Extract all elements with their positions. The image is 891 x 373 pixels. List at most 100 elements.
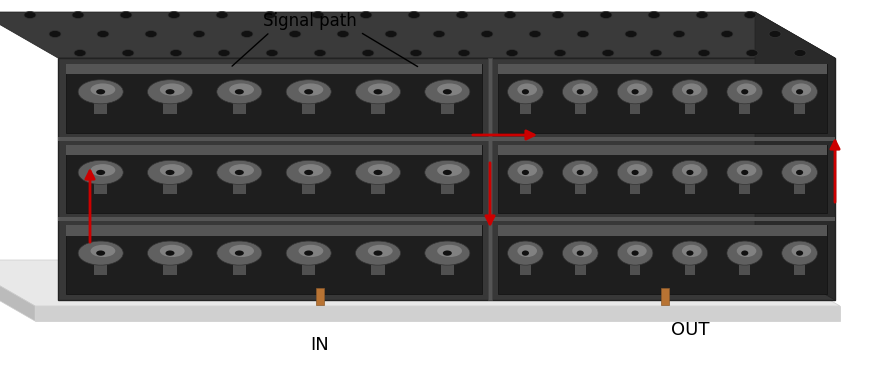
Ellipse shape	[650, 50, 662, 56]
Ellipse shape	[217, 241, 262, 265]
Polygon shape	[66, 64, 482, 133]
Polygon shape	[630, 98, 641, 114]
Ellipse shape	[576, 170, 584, 175]
Ellipse shape	[572, 84, 592, 96]
Ellipse shape	[796, 89, 803, 94]
Ellipse shape	[373, 251, 382, 256]
Polygon shape	[755, 12, 835, 300]
Ellipse shape	[791, 84, 811, 96]
Ellipse shape	[91, 245, 115, 257]
Ellipse shape	[508, 80, 544, 104]
Ellipse shape	[522, 251, 529, 256]
Polygon shape	[58, 217, 835, 221]
Ellipse shape	[425, 80, 470, 104]
Ellipse shape	[49, 31, 61, 38]
Polygon shape	[684, 179, 695, 194]
Ellipse shape	[218, 50, 230, 56]
Ellipse shape	[781, 241, 817, 265]
Ellipse shape	[298, 164, 323, 176]
Ellipse shape	[518, 84, 537, 96]
Ellipse shape	[298, 84, 323, 96]
Ellipse shape	[632, 170, 639, 175]
Ellipse shape	[145, 31, 157, 38]
Polygon shape	[794, 260, 805, 275]
Ellipse shape	[312, 12, 324, 19]
Ellipse shape	[796, 170, 803, 175]
Ellipse shape	[508, 241, 544, 265]
Text: IN: IN	[311, 336, 330, 354]
Ellipse shape	[506, 50, 518, 56]
Ellipse shape	[170, 50, 182, 56]
Ellipse shape	[91, 84, 115, 96]
Ellipse shape	[632, 251, 639, 256]
Ellipse shape	[235, 251, 244, 256]
Ellipse shape	[562, 160, 598, 185]
Ellipse shape	[572, 164, 592, 176]
Ellipse shape	[529, 31, 541, 38]
Polygon shape	[94, 98, 108, 114]
Polygon shape	[94, 260, 108, 275]
Ellipse shape	[159, 245, 184, 257]
Ellipse shape	[617, 241, 653, 265]
Ellipse shape	[741, 170, 748, 175]
Polygon shape	[684, 98, 695, 114]
Polygon shape	[35, 306, 840, 321]
Ellipse shape	[97, 31, 109, 38]
Ellipse shape	[304, 251, 313, 256]
Ellipse shape	[791, 164, 811, 176]
Ellipse shape	[686, 170, 693, 175]
Text: Signal path: Signal path	[263, 12, 357, 30]
Ellipse shape	[166, 89, 175, 94]
Polygon shape	[520, 98, 531, 114]
Ellipse shape	[96, 251, 105, 256]
Ellipse shape	[504, 12, 516, 19]
Polygon shape	[575, 260, 585, 275]
Polygon shape	[233, 260, 246, 275]
Polygon shape	[372, 179, 385, 194]
Ellipse shape	[572, 245, 592, 257]
Ellipse shape	[229, 84, 254, 96]
Polygon shape	[0, 12, 835, 58]
Polygon shape	[58, 137, 835, 141]
Ellipse shape	[508, 160, 544, 185]
Polygon shape	[233, 179, 246, 194]
Ellipse shape	[518, 245, 537, 257]
Polygon shape	[520, 260, 531, 275]
Ellipse shape	[286, 241, 331, 265]
Ellipse shape	[433, 31, 445, 38]
Ellipse shape	[286, 160, 331, 185]
Ellipse shape	[443, 251, 452, 256]
Ellipse shape	[577, 31, 589, 38]
Ellipse shape	[686, 89, 693, 94]
Ellipse shape	[746, 50, 758, 56]
Ellipse shape	[148, 80, 192, 104]
Ellipse shape	[120, 12, 132, 19]
Ellipse shape	[627, 245, 647, 257]
Polygon shape	[440, 260, 454, 275]
Ellipse shape	[368, 164, 393, 176]
Polygon shape	[498, 145, 827, 213]
Polygon shape	[372, 98, 385, 114]
Ellipse shape	[737, 245, 756, 257]
Polygon shape	[66, 145, 482, 213]
Ellipse shape	[264, 12, 276, 19]
Ellipse shape	[727, 160, 763, 185]
Ellipse shape	[617, 160, 653, 185]
Ellipse shape	[627, 84, 647, 96]
Ellipse shape	[286, 80, 331, 104]
Ellipse shape	[727, 241, 763, 265]
Ellipse shape	[229, 164, 254, 176]
Ellipse shape	[362, 50, 374, 56]
Ellipse shape	[481, 31, 493, 38]
Polygon shape	[66, 225, 482, 294]
Ellipse shape	[78, 80, 123, 104]
Ellipse shape	[356, 80, 401, 104]
Ellipse shape	[632, 89, 639, 94]
Polygon shape	[740, 98, 750, 114]
Ellipse shape	[166, 251, 175, 256]
Polygon shape	[498, 64, 827, 74]
Polygon shape	[233, 98, 246, 114]
Ellipse shape	[159, 84, 184, 96]
Ellipse shape	[425, 241, 470, 265]
Ellipse shape	[648, 12, 660, 19]
